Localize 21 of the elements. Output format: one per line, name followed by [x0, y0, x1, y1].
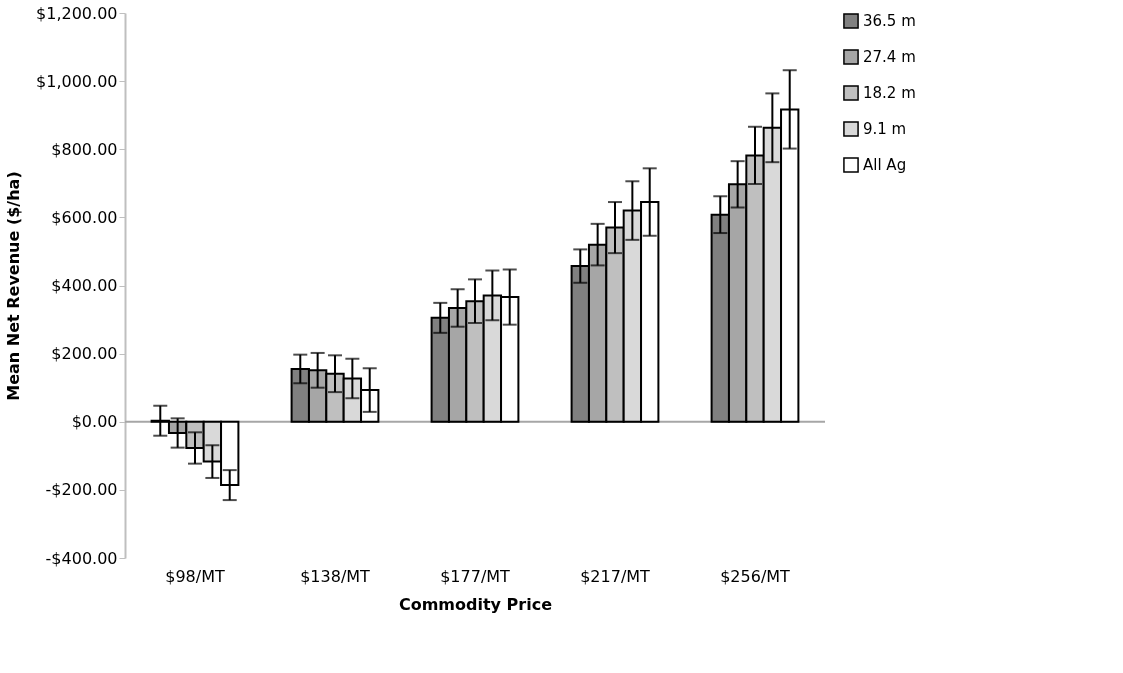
legend-label: 36.5 m: [863, 12, 916, 30]
y-tick-label: $0.00: [71, 412, 118, 432]
x-tick-label: $98/MT: [165, 566, 225, 586]
x-tick-label: $177/MT: [440, 566, 511, 586]
y-tick-label: -$200.00: [45, 480, 118, 500]
y-tick-label: $1,000.00: [36, 71, 118, 91]
y-axis-title: Mean Net Revenue ($/ha): [4, 171, 24, 401]
y-tick-label: $200.00: [51, 344, 118, 364]
y-tick-label: -$400.00: [45, 548, 118, 568]
legend-label: 27.4 m: [863, 48, 916, 66]
x-tick-label: $138/MT: [300, 566, 371, 586]
legend-label: 18.2 m: [863, 84, 916, 102]
x-axis-title: Commodity Price: [398, 594, 553, 614]
x-tick-label: $217/MT: [580, 566, 651, 586]
y-tick-label: $600.00: [51, 207, 118, 227]
y-tick-label: $400.00: [51, 276, 118, 295]
legend-label: 9.1 m: [863, 120, 907, 138]
legend-label: All Ag: [863, 156, 907, 174]
y-tick-label: $1,200.00: [36, 3, 118, 23]
x-tick-label: $256/MT: [720, 566, 791, 586]
y-tick-label: $800.00: [51, 139, 118, 159]
